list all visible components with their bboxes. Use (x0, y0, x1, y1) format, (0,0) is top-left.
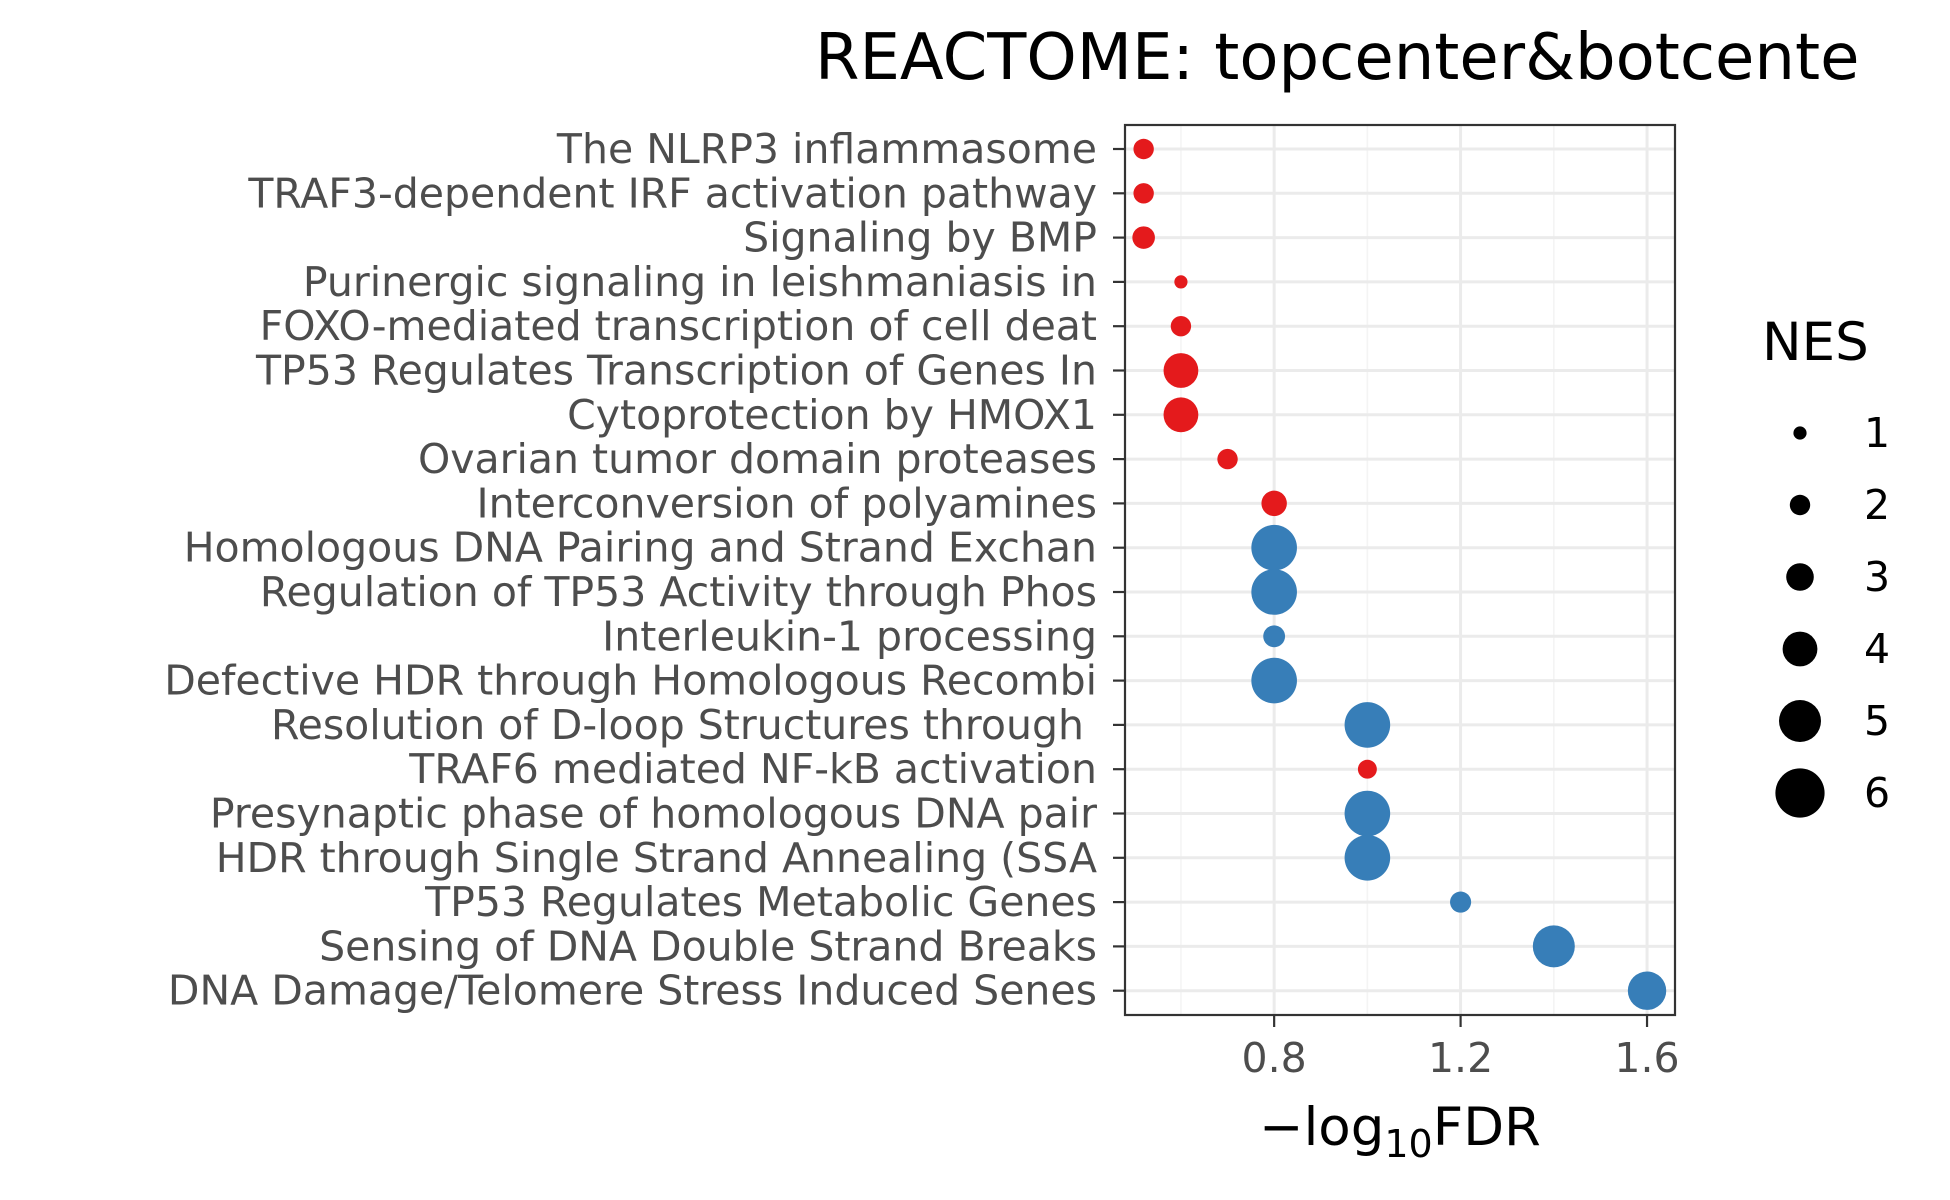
data-point (1627, 971, 1667, 1010)
data-point (1217, 448, 1238, 470)
y-tick-label: Presynaptic phase of homologous DNA pair (210, 790, 1097, 838)
data-point (1344, 702, 1391, 748)
x-axis-title-subscript: 10 (1384, 1122, 1432, 1166)
legend-size-dot (1786, 563, 1814, 591)
y-tick-label: The NLRP3 inflammasome (556, 125, 1097, 173)
y-tick-label: TRAF6 mediated NF-kB activation (408, 745, 1097, 793)
y-tick-label: Defective HDR through Homologous Recombi (164, 657, 1097, 705)
y-tick-label: TP53 Regulates Metabolic Genes (424, 878, 1097, 926)
chart-title: REACTOME: topcenter&botcente (815, 21, 1859, 95)
data-point (1344, 835, 1391, 881)
legend-size-label: 6 (1864, 769, 1890, 817)
y-tick-label: Purinergic signaling in leishmaniasis in (303, 258, 1097, 306)
data-point (1174, 275, 1188, 289)
y-tick-label: Cytoprotection by HMOX1 (567, 391, 1097, 439)
data-point (1163, 397, 1199, 433)
x-axis-title-suffix: FDR (1433, 1097, 1541, 1158)
data-point (1251, 524, 1297, 571)
data-point (1344, 790, 1391, 837)
data-point (1133, 138, 1154, 160)
x-tick-label: 1.6 (1614, 1034, 1679, 1082)
legend-size-dot (1775, 768, 1825, 818)
y-tick-label: HDR through Single Strand Annealing (SSA (216, 834, 1097, 882)
y-tick-label: Interconversion of polyamines (477, 479, 1098, 527)
x-axis-title: −log10FDR (1259, 1097, 1541, 1166)
y-tick-label: Signaling by BMP (743, 214, 1097, 262)
y-tick-label: Interleukin-1 processing (602, 612, 1097, 660)
data-point (1450, 891, 1472, 913)
legend-size-dot (1779, 700, 1821, 742)
legend-size-label: 4 (1864, 625, 1890, 673)
y-tick-label: Resolution of D-loop Structures through (271, 701, 1097, 749)
x-tick-label: 0.8 (1242, 1034, 1307, 1082)
data-point (1251, 569, 1297, 615)
y-tick-label: Sensing of DNA Double Strand Breaks (319, 922, 1097, 970)
axis-ticks: 0.8 1.2 1.6 (1113, 147, 1680, 1082)
y-tick-label: Homologous DNA Pairing and Strand Exchan (184, 524, 1097, 572)
data-points (1132, 138, 1667, 1010)
y-tick-label: DNA Damage/Telomere Stress Induced Senes (168, 967, 1097, 1015)
data-point (1132, 226, 1155, 249)
grid-lines (1125, 125, 1675, 1015)
data-point (1263, 625, 1286, 648)
legend-size-dot (1793, 426, 1807, 440)
legend-title: NES (1762, 312, 1869, 373)
x-axis-title-prefix: −log (1259, 1097, 1384, 1158)
data-point (1357, 759, 1377, 779)
y-tick-label: TRAF3-dependent IRF activation pathway (247, 169, 1097, 217)
legend-size-dot (1782, 631, 1818, 667)
legend-size-label: 5 (1864, 697, 1890, 745)
legend: NES 1 2 3 4 5 6 (1762, 312, 1890, 818)
legend-size-dot (1789, 494, 1811, 516)
y-tick-label: FOXO-mediated transcription of cell deat (260, 302, 1097, 350)
legend-size-label: 1 (1864, 409, 1890, 457)
y-tick-label: TP53 Regulates Transcription of Genes In (255, 347, 1097, 395)
legend-size-label: 2 (1864, 481, 1890, 529)
data-point (1261, 490, 1287, 517)
legend-items: 1 2 3 4 5 6 (1775, 409, 1890, 818)
data-point (1163, 353, 1199, 388)
data-point (1251, 657, 1297, 704)
plot-panel (1123, 123, 1677, 1017)
x-tick-label: 1.2 (1428, 1034, 1493, 1082)
data-point (1532, 925, 1575, 968)
y-tick-label: Ovarian tumor domain proteases (418, 435, 1097, 483)
y-tick-label: Regulation of TP53 Activity through Phos (260, 568, 1097, 616)
legend-size-label: 3 (1864, 553, 1890, 601)
data-point (1170, 316, 1192, 337)
data-point (1133, 183, 1154, 204)
